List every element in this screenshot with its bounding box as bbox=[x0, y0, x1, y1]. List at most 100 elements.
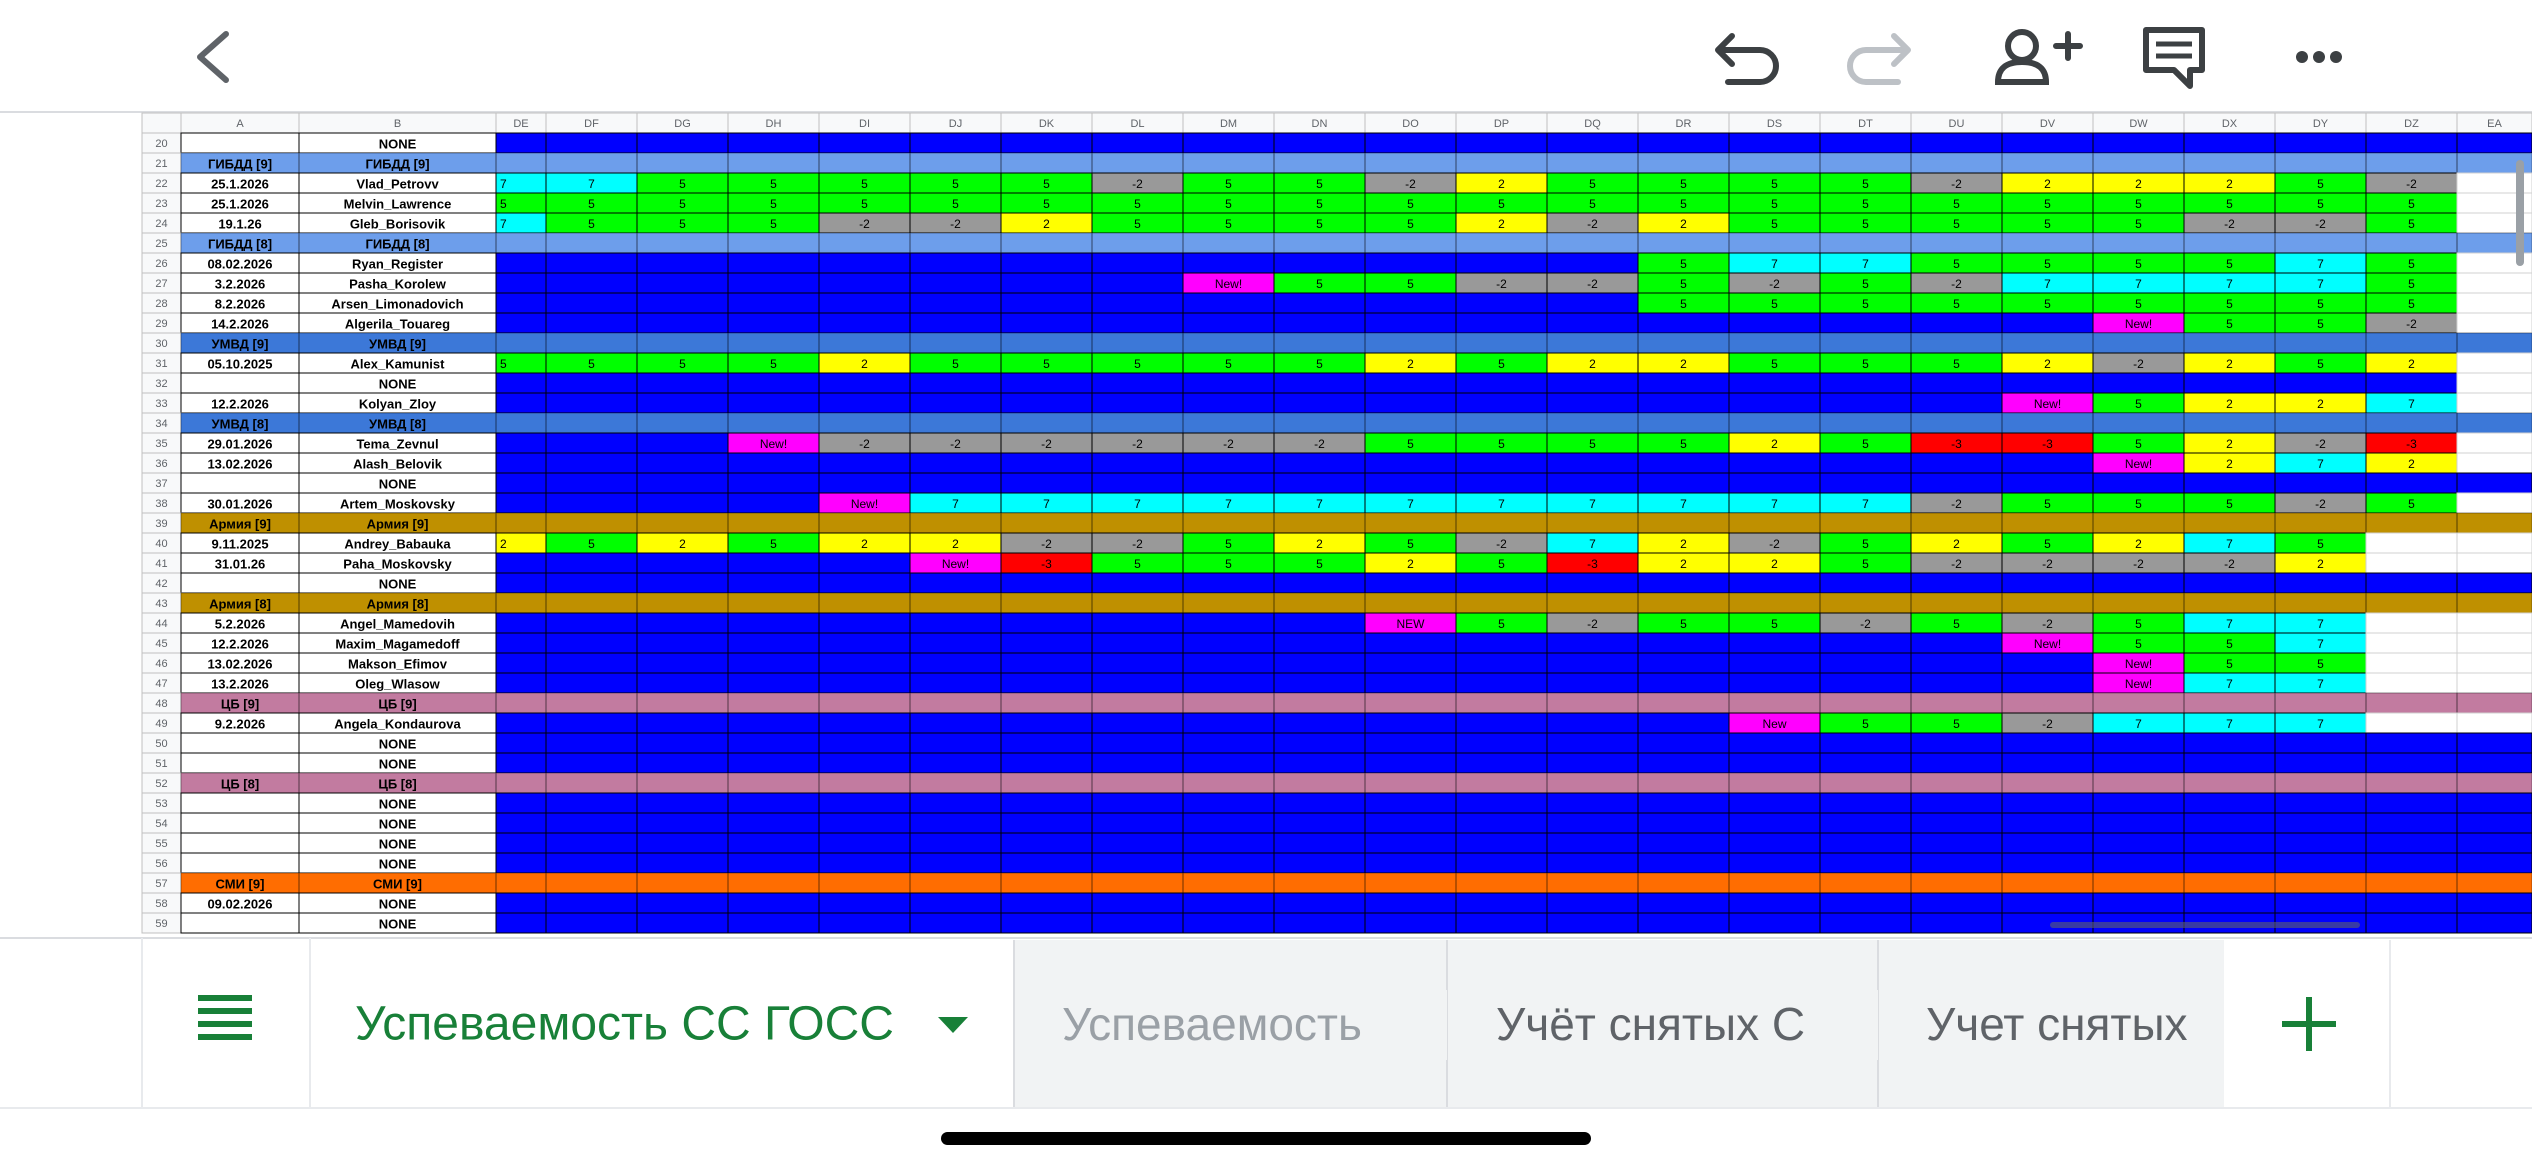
cell[interactable] bbox=[2092, 812, 2185, 834]
cell[interactable] bbox=[1455, 712, 1548, 734]
cell[interactable] bbox=[1364, 732, 1457, 754]
cell[interactable] bbox=[545, 272, 638, 294]
date-cell[interactable] bbox=[180, 912, 300, 934]
cell[interactable] bbox=[818, 472, 911, 494]
cell[interactable] bbox=[818, 612, 911, 634]
cell[interactable] bbox=[2001, 852, 2094, 874]
cell[interactable] bbox=[545, 292, 638, 314]
cell[interactable] bbox=[1637, 892, 1730, 914]
cell[interactable] bbox=[2274, 472, 2367, 494]
cell[interactable] bbox=[1728, 392, 1821, 414]
cell[interactable] bbox=[1819, 732, 1912, 754]
cell[interactable] bbox=[1546, 672, 1639, 694]
cell[interactable] bbox=[2183, 752, 2276, 774]
cell[interactable] bbox=[1819, 852, 1912, 874]
cell[interactable] bbox=[1091, 652, 1184, 674]
cell[interactable] bbox=[1637, 652, 1730, 674]
cell[interactable] bbox=[545, 472, 638, 494]
cell[interactable] bbox=[1364, 792, 1457, 814]
cell[interactable] bbox=[818, 892, 911, 914]
cell[interactable] bbox=[1364, 452, 1457, 474]
cell[interactable] bbox=[1182, 652, 1275, 674]
cell[interactable] bbox=[2456, 392, 2532, 414]
cell[interactable] bbox=[1000, 712, 1093, 734]
cell[interactable] bbox=[545, 612, 638, 634]
cell[interactable] bbox=[1364, 672, 1457, 694]
cell[interactable] bbox=[1000, 392, 1093, 414]
cell[interactable] bbox=[495, 572, 547, 594]
cell[interactable] bbox=[2365, 652, 2458, 674]
cell[interactable] bbox=[727, 712, 820, 734]
cell[interactable] bbox=[2365, 732, 2458, 754]
cell[interactable] bbox=[2092, 132, 2185, 154]
cell[interactable] bbox=[2274, 372, 2367, 394]
cell[interactable] bbox=[818, 832, 911, 854]
cell[interactable] bbox=[1182, 372, 1275, 394]
cell[interactable] bbox=[636, 392, 729, 414]
cell[interactable] bbox=[1546, 852, 1639, 874]
cell[interactable] bbox=[1273, 812, 1366, 834]
cell[interactable] bbox=[1637, 392, 1730, 414]
cell[interactable] bbox=[1000, 252, 1093, 274]
cell[interactable] bbox=[2456, 472, 2532, 494]
cell[interactable] bbox=[1910, 912, 2003, 934]
cell[interactable] bbox=[2365, 552, 2458, 574]
cell[interactable] bbox=[1091, 812, 1184, 834]
cell[interactable] bbox=[1910, 632, 2003, 654]
cell[interactable] bbox=[1182, 712, 1275, 734]
date-cell[interactable] bbox=[180, 132, 300, 154]
cell[interactable] bbox=[545, 392, 638, 414]
cell[interactable] bbox=[495, 432, 547, 454]
cell[interactable] bbox=[1910, 312, 2003, 334]
cell[interactable] bbox=[727, 652, 820, 674]
cell[interactable] bbox=[818, 272, 911, 294]
cell[interactable] bbox=[2456, 912, 2532, 934]
cell[interactable] bbox=[909, 572, 1002, 594]
cell[interactable] bbox=[636, 492, 729, 514]
cell[interactable] bbox=[1728, 672, 1821, 694]
cell[interactable] bbox=[1728, 812, 1821, 834]
cell[interactable] bbox=[1728, 632, 1821, 654]
cell[interactable] bbox=[1182, 472, 1275, 494]
cell[interactable] bbox=[2001, 452, 2094, 474]
cell[interactable] bbox=[2456, 812, 2532, 834]
cell[interactable] bbox=[636, 792, 729, 814]
cell[interactable] bbox=[1091, 572, 1184, 594]
cell[interactable] bbox=[1910, 452, 2003, 474]
cell[interactable] bbox=[727, 752, 820, 774]
cell[interactable] bbox=[1728, 912, 1821, 934]
cell[interactable] bbox=[1455, 852, 1548, 874]
cell[interactable] bbox=[1546, 832, 1639, 854]
cell[interactable] bbox=[818, 632, 911, 654]
cell[interactable] bbox=[495, 132, 547, 154]
cell[interactable] bbox=[495, 792, 547, 814]
cell[interactable] bbox=[1728, 132, 1821, 154]
cell[interactable] bbox=[1000, 832, 1093, 854]
cell[interactable] bbox=[1182, 812, 1275, 834]
cell[interactable] bbox=[1546, 752, 1639, 774]
cell[interactable] bbox=[2456, 672, 2532, 694]
all-sheets-button[interactable] bbox=[198, 995, 252, 1040]
cell[interactable] bbox=[1000, 272, 1093, 294]
cell[interactable] bbox=[495, 292, 547, 314]
cell[interactable] bbox=[1182, 612, 1275, 634]
cell[interactable] bbox=[1182, 752, 1275, 774]
cell[interactable] bbox=[1000, 732, 1093, 754]
cell[interactable] bbox=[727, 392, 820, 414]
cell[interactable] bbox=[2183, 472, 2276, 494]
cell[interactable] bbox=[1273, 732, 1366, 754]
cell[interactable] bbox=[1637, 792, 1730, 814]
cell[interactable] bbox=[909, 252, 1002, 274]
cell[interactable] bbox=[1455, 392, 1548, 414]
cell[interactable] bbox=[818, 252, 911, 274]
cell[interactable] bbox=[1182, 732, 1275, 754]
cell[interactable] bbox=[818, 732, 911, 754]
cell[interactable] bbox=[1728, 752, 1821, 774]
cell[interactable] bbox=[636, 912, 729, 934]
cell[interactable] bbox=[1455, 892, 1548, 914]
cell[interactable] bbox=[636, 432, 729, 454]
cell[interactable] bbox=[2092, 372, 2185, 394]
cell[interactable] bbox=[1546, 912, 1639, 934]
cell[interactable] bbox=[1455, 252, 1548, 274]
cell[interactable] bbox=[1819, 472, 1912, 494]
